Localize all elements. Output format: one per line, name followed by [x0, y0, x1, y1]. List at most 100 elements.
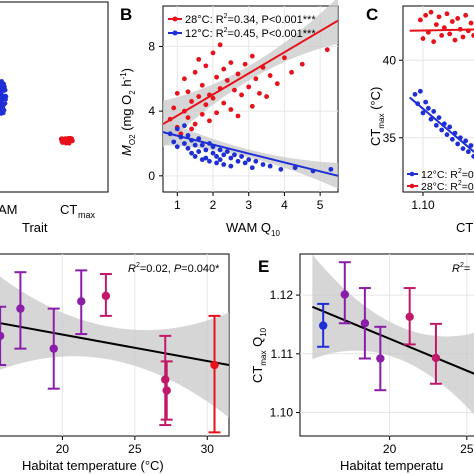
- panel-a-point-wam: [1, 86, 7, 92]
- panel-b-point-28: [196, 94, 202, 99]
- panel-d-ticks: 20 25 30: [56, 436, 214, 456]
- panel-b-point-28: [185, 89, 191, 95]
- panel-e-mean-point: [405, 312, 414, 322]
- panel-b-point-28: [253, 76, 259, 82]
- panel-b-point-12: [185, 132, 191, 138]
- panel-b-point-12: [239, 154, 244, 159]
- panel-c-point-12: [428, 116, 434, 122]
- panel-e-mean-point: [318, 321, 328, 330]
- panel-d-fit: [0, 322, 230, 367]
- panel-b-point-12: [203, 147, 209, 153]
- panel-e-letter: E: [258, 257, 269, 276]
- panel-b-points: [167, 42, 334, 174]
- panel-c-point-28: [449, 19, 455, 24]
- panel-c-frame: [402, 5, 474, 193]
- panel-b-point-28: [199, 111, 205, 117]
- panel-b-point-12: [174, 126, 180, 132]
- panel-b-point-28: [221, 66, 227, 72]
- panel-b-point-28: [224, 78, 230, 83]
- panel-c-legend-12: 12°C: R2=0: [421, 168, 474, 181]
- panel-b-point-28: [221, 100, 227, 106]
- panel-e-mean-point: [431, 353, 441, 363]
- panel-b-point-12: [221, 162, 227, 167]
- panel-b-point-28: [196, 56, 202, 62]
- panel-b-point-28: [246, 84, 252, 90]
- panel-b-point-28: [249, 53, 255, 59]
- panel-a-tick-ct-sub: max: [78, 210, 96, 220]
- panel-b-letter: B: [120, 5, 132, 24]
- panel-c-point-12: [447, 124, 453, 130]
- panel-a-point-wam: [0, 89, 3, 95]
- panel-b-point-28: [228, 60, 234, 66]
- panel-e-fit: [311, 305, 474, 375]
- panel-e-ticks: 20 25 1.10 1.11 1.12: [270, 288, 474, 456]
- panel-b-point-28: [235, 71, 241, 77]
- panel-b-point-12: [207, 158, 212, 164]
- panel-b-point-12: [260, 162, 266, 167]
- panel-a-point-wam: [0, 107, 3, 112]
- panel-c-point-12: [460, 146, 466, 152]
- panel-e-mean-point: [360, 319, 370, 328]
- panel-b-point-28: [207, 118, 212, 124]
- panel-b-point-12: [182, 141, 187, 146]
- panel-b-point-28: [257, 90, 262, 96]
- panel-c-point-28: [423, 12, 429, 18]
- panel-d: R2=0.02, P=0.040* 20 25 30 Habitat tempera…: [0, 253, 230, 473]
- panel-d-mean-point: [101, 291, 111, 301]
- panel-b-legend-28: 28°C: R2=0.34, P<0.001***: [185, 13, 316, 26]
- panel-c-point-12: [463, 138, 469, 144]
- panel-c-point-28: [455, 16, 461, 21]
- panel-d-mean-point: [16, 304, 25, 313]
- panel-b-point-12: [192, 142, 198, 148]
- panel-b-point-12: [249, 165, 255, 171]
- panel-b-x-tick-label: 1: [174, 198, 181, 212]
- panel-c-point-12: [455, 141, 461, 147]
- panel-b-point-12: [174, 144, 180, 150]
- panel-e-annotation: R2=: [452, 262, 470, 275]
- panel-b-fit-28: [162, 19, 339, 125]
- panel-b-point-28: [264, 94, 269, 99]
- panel-b-point-12: [210, 150, 216, 156]
- panel-e-y-tick-label: 1.12: [270, 288, 294, 302]
- c-legend-dot-12: [409, 171, 415, 177]
- panel-c-point-12: [433, 122, 439, 128]
- panel-e-points: [317, 261, 442, 392]
- panel-c-point-28: [468, 20, 474, 26]
- panel-e-x-tick-label: 20: [383, 442, 397, 456]
- panel-b-point-12: [171, 139, 177, 145]
- panel-c-fit-lines: [409, 28, 474, 154]
- panel-c: C 12°C: R2=0 28°C: R2=0 1.10 35 40 CTmax (…: [366, 5, 474, 235]
- panel-c-point-28: [471, 33, 474, 38]
- panel-b-ticks: 1 2 3 4 5 0 4 8: [148, 39, 323, 212]
- legend-dot-28: [172, 16, 178, 22]
- panel-b-point-28: [171, 105, 177, 111]
- panel-b-y-axis-label: MO2 (mg O2 h-1): [119, 68, 137, 156]
- panel-b-x-tick-label: 2: [210, 198, 217, 212]
- panel-b-point-28: [282, 55, 287, 61]
- panel-b-point-28: [239, 92, 244, 98]
- panel-b-point-12: [203, 155, 209, 161]
- panel-c-point-12: [465, 149, 471, 155]
- panel-b-point-28: [274, 81, 280, 87]
- panel-b-point-28: [174, 90, 180, 96]
- panel-e-band: [312, 254, 474, 415]
- panel-c-legend-28: 28°C: R2=0: [421, 180, 474, 193]
- panel-b-point-12: [217, 147, 223, 153]
- panel-a-points: [0, 79, 75, 146]
- panel-a-point-ct: [66, 141, 72, 146]
- panel-b-point-28: [210, 95, 216, 101]
- panel-b-point-28: [192, 69, 198, 75]
- panel-b-point-28: [182, 76, 187, 82]
- panel-b-point-12: [214, 154, 219, 159]
- panel-b-point-12: [232, 152, 237, 158]
- panel-b-point-12: [328, 166, 334, 172]
- panel-c-point-12: [468, 143, 474, 148]
- panel-b-point-12: [228, 163, 234, 169]
- panel-c-point-12: [420, 110, 426, 116]
- panel-b-point-12: [185, 145, 191, 151]
- panel-a-point-wam: [0, 81, 3, 86]
- panel-e-confidence-band: [312, 254, 474, 415]
- panel-b-point-28: [267, 73, 273, 78]
- panel-c-ticks: 1.10 35 40: [383, 53, 435, 212]
